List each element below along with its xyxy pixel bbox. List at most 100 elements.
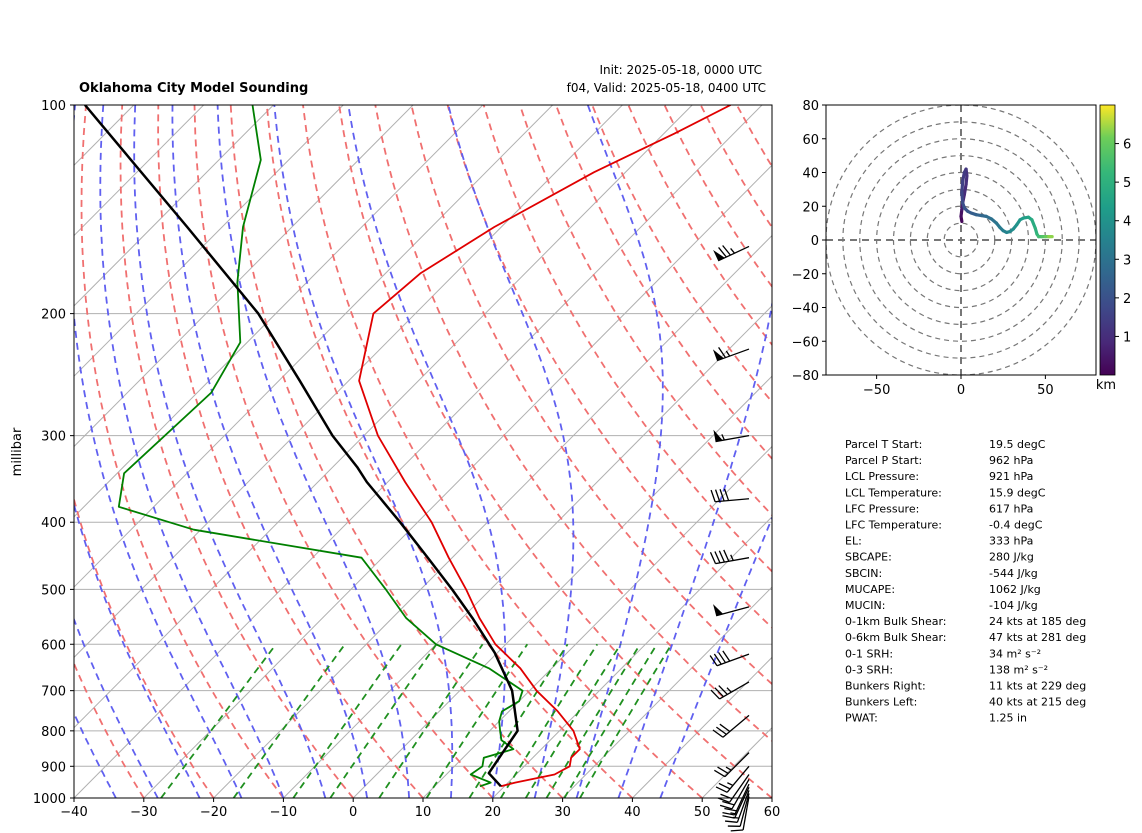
colorbar bbox=[1099, 104, 1116, 376]
y-tick-label: 100 bbox=[41, 99, 66, 114]
wind-barb bbox=[713, 245, 750, 262]
mixing-ratio-line bbox=[292, 643, 403, 798]
x-tick-label: 20 bbox=[485, 805, 502, 820]
stat-label: 0-1 SRH: bbox=[845, 647, 893, 660]
moist-adiabat bbox=[575, 105, 664, 798]
moist-adiabat bbox=[273, 105, 454, 798]
stat-label: PWAT: bbox=[845, 712, 878, 725]
dry-adiabat bbox=[845, 105, 1142, 798]
sounding-stats: Parcel T Start: 19.5 degC Parcel P Start: 9… bbox=[845, 438, 1086, 725]
wind-barb bbox=[709, 549, 750, 565]
stat-label: Parcel P Start: bbox=[845, 454, 922, 467]
stat-value: 962 hPa bbox=[989, 454, 1033, 467]
hodo-y-tick-label: 20 bbox=[802, 200, 819, 215]
wind-barb bbox=[710, 681, 750, 700]
stat-label: Bunkers Left: bbox=[845, 696, 917, 709]
hodograph-y-axis: 80 60 40 20 0 −20 −40 −60 −80 bbox=[792, 99, 826, 384]
stat-label: Bunkers Right: bbox=[845, 680, 926, 693]
stat-value: 47 kts at 281 deg bbox=[989, 631, 1086, 644]
mixing-ratio-line bbox=[378, 643, 484, 798]
x-tick-label: −10 bbox=[270, 805, 297, 820]
hodo-y-tick-label: −20 bbox=[792, 268, 819, 283]
dewpoint-profile bbox=[117, 105, 524, 788]
isotherm bbox=[74, 105, 553, 588]
stat-value: 1.25 in bbox=[989, 712, 1027, 725]
x-tick-label: 30 bbox=[554, 805, 571, 820]
y-tick-label: 500 bbox=[41, 583, 66, 598]
hodograph-ring bbox=[859, 138, 1063, 342]
x-tick-label: −40 bbox=[60, 805, 87, 820]
isotherm bbox=[352, 375, 772, 798]
dry-adiabat bbox=[193, 105, 494, 798]
hodograph-rings bbox=[826, 105, 1096, 375]
hodograph-trace bbox=[959, 167, 1054, 239]
isotherm bbox=[283, 305, 772, 798]
dry-adiabat bbox=[555, 105, 772, 460]
wind-barb bbox=[709, 650, 750, 667]
stat-value: 40 kts at 215 deg bbox=[989, 696, 1086, 709]
stat-label: 0-6km Bulk Shear: bbox=[845, 631, 947, 644]
isotherm bbox=[701, 726, 772, 798]
dry-adiabat bbox=[374, 105, 772, 742]
colorbar-tick-label: 5 bbox=[1123, 176, 1131, 191]
hodo-y-tick-label: 0 bbox=[811, 234, 819, 249]
wind-barb bbox=[713, 604, 750, 617]
isotherm bbox=[422, 445, 772, 798]
stat-label: MUCIN: bbox=[845, 599, 885, 612]
x-tick-label: 10 bbox=[415, 805, 432, 820]
stat-label: LFC Pressure: bbox=[845, 502, 919, 515]
hodo-y-tick-label: −60 bbox=[792, 335, 819, 350]
mixing-ratio-line bbox=[525, 643, 622, 798]
moist-adiabat bbox=[74, 105, 243, 798]
stat-label: SBCAPE: bbox=[845, 551, 892, 564]
isotherm bbox=[74, 105, 414, 448]
mixing-ratio-line bbox=[160, 643, 277, 798]
mixing-ratio-line bbox=[468, 643, 569, 798]
x-tick-label: −20 bbox=[200, 805, 227, 820]
moist-adiabat bbox=[447, 105, 575, 798]
wind-barb bbox=[713, 429, 750, 443]
dry-adiabat bbox=[157, 105, 424, 798]
dry-adiabat bbox=[519, 105, 772, 517]
dry-adiabat bbox=[627, 105, 772, 347]
hodo-y-tick-label: −80 bbox=[792, 369, 819, 384]
stat-label: Parcel T Start: bbox=[845, 438, 922, 451]
wind-barb bbox=[719, 779, 750, 810]
colorbar-tick-label: 6 bbox=[1123, 138, 1131, 153]
dry-adiabat bbox=[229, 105, 564, 798]
skewt-y-axis: 1000 900 800 700 600 500 400 300 200 100 bbox=[33, 99, 74, 807]
mixing-ratio-line bbox=[232, 643, 346, 798]
dry-adiabat bbox=[265, 105, 634, 798]
moist-adiabat bbox=[99, 105, 285, 798]
stat-label: 0-3 SRH: bbox=[845, 663, 893, 676]
stat-label: LFC Temperature: bbox=[845, 519, 942, 532]
parcel-profile bbox=[84, 105, 519, 788]
stat-value: 24 kts at 185 deg bbox=[989, 615, 1086, 628]
isotherm bbox=[492, 516, 772, 798]
stat-value: -0.4 degC bbox=[989, 519, 1043, 532]
isotherm bbox=[74, 105, 693, 729]
stat-value: 11 kts at 229 deg bbox=[989, 680, 1086, 693]
stat-value: 19.5 degC bbox=[989, 438, 1046, 451]
dry-adiabat bbox=[773, 105, 1142, 798]
wind-barb bbox=[715, 765, 750, 793]
wind-barb bbox=[727, 793, 750, 827]
wind-barb bbox=[730, 796, 750, 832]
stat-label: LCL Temperature: bbox=[845, 486, 942, 499]
colorbar-ticks: 1 2 3 4 5 6 bbox=[1115, 138, 1131, 345]
dry-adiabat bbox=[736, 105, 772, 168]
stat-value: 921 hPa bbox=[989, 470, 1033, 483]
moist-adiabat bbox=[347, 105, 507, 798]
y-tick-label: 1000 bbox=[33, 792, 66, 807]
dry-adiabat bbox=[591, 105, 772, 404]
mixing-ratio-line bbox=[545, 643, 641, 798]
colorbar-tick-label: 4 bbox=[1123, 215, 1131, 230]
y-tick-label: 200 bbox=[41, 308, 66, 323]
dry-adiabat bbox=[446, 105, 772, 629]
hodograph-segment bbox=[962, 182, 968, 197]
skewt-profiles bbox=[84, 105, 732, 788]
isotherm bbox=[213, 234, 772, 798]
wind-barb bbox=[712, 346, 750, 362]
dry-adiabat bbox=[410, 105, 772, 686]
dry-adiabat bbox=[80, 105, 285, 798]
